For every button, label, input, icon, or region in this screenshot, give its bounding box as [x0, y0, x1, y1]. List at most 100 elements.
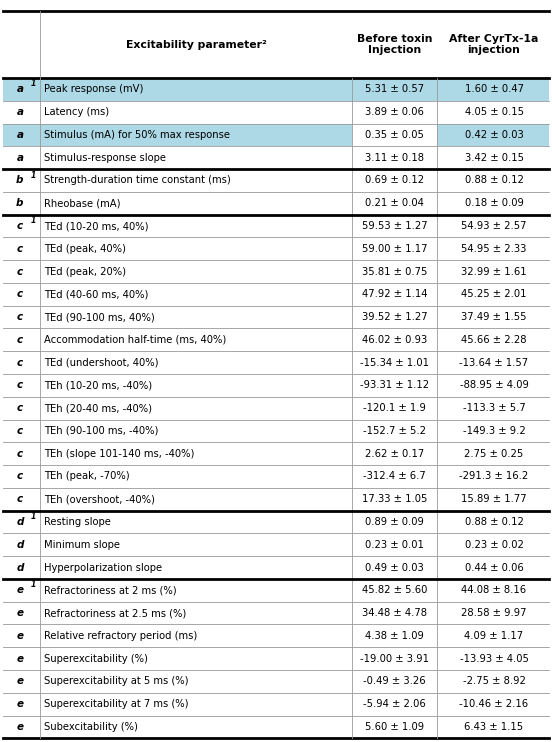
Text: d: d	[16, 539, 24, 550]
Text: Excitability parameter²: Excitability parameter²	[125, 39, 267, 50]
Text: -149.3 ± 9.2: -149.3 ± 9.2	[463, 426, 526, 436]
Text: Accommodation half-time (ms, 40%): Accommodation half-time (ms, 40%)	[44, 335, 226, 345]
Text: -312.4 ± 6.7: -312.4 ± 6.7	[363, 471, 426, 482]
Text: c: c	[17, 221, 23, 231]
Text: 1: 1	[31, 580, 36, 589]
Text: TEh (overshoot, -40%): TEh (overshoot, -40%)	[44, 494, 155, 505]
Text: 3.42 ± 0.15: 3.42 ± 0.15	[465, 153, 523, 162]
Text: 44.08 ± 8.16: 44.08 ± 8.16	[461, 585, 527, 595]
Text: c: c	[17, 244, 23, 254]
Text: Peak response (mV): Peak response (mV)	[44, 85, 144, 94]
Text: Relative refractory period (ms): Relative refractory period (ms)	[44, 631, 198, 641]
Text: 0.44 ± 0.06: 0.44 ± 0.06	[465, 562, 523, 573]
Text: Before toxin
Injection: Before toxin Injection	[357, 34, 432, 56]
Text: 4.09 ± 1.17: 4.09 ± 1.17	[464, 631, 524, 641]
Text: 35.81 ± 0.75: 35.81 ± 0.75	[362, 266, 427, 277]
Bar	[3, 124, 352, 146]
Text: 45.66 ± 2.28: 45.66 ± 2.28	[461, 335, 527, 345]
Text: Latency (ms): Latency (ms)	[44, 107, 109, 117]
Text: c: c	[17, 449, 23, 459]
Text: -19.00 ± 3.91: -19.00 ± 3.91	[360, 654, 429, 663]
Text: TEh (20-40 ms, -40%): TEh (20-40 ms, -40%)	[44, 403, 152, 413]
Text: Hyperpolarization slope: Hyperpolarization slope	[44, 562, 162, 573]
Text: 0.88 ± 0.12: 0.88 ± 0.12	[465, 176, 523, 186]
Text: -113.3 ± 5.7: -113.3 ± 5.7	[463, 403, 526, 413]
Text: d: d	[16, 517, 24, 527]
Text: 3.11 ± 0.18: 3.11 ± 0.18	[365, 153, 424, 162]
Text: e: e	[17, 608, 23, 618]
Text: -152.7 ± 5.2: -152.7 ± 5.2	[363, 426, 426, 436]
Text: Resting slope: Resting slope	[44, 517, 111, 527]
Text: 6.43 ± 1.15: 6.43 ± 1.15	[464, 722, 524, 732]
Text: 4.38 ± 1.09: 4.38 ± 1.09	[365, 631, 424, 641]
Text: After CyrTx-1a
injection: After CyrTx-1a injection	[449, 34, 539, 56]
Text: -88.95 ± 4.09: -88.95 ± 4.09	[460, 381, 528, 390]
Text: e: e	[17, 654, 23, 663]
Text: -5.94 ± 2.06: -5.94 ± 2.06	[363, 699, 426, 709]
Text: 17.33 ± 1.05: 17.33 ± 1.05	[362, 494, 427, 505]
Text: Superexcitability at 7 ms (%): Superexcitability at 7 ms (%)	[44, 699, 189, 709]
Text: Minimum slope: Minimum slope	[44, 539, 120, 550]
Text: TEd (40-60 ms, 40%): TEd (40-60 ms, 40%)	[44, 289, 148, 299]
Text: -15.34 ± 1.01: -15.34 ± 1.01	[360, 358, 429, 367]
Text: 1: 1	[31, 216, 36, 225]
Text: c: c	[17, 403, 23, 413]
Text: Subexcitability (%): Subexcitability (%)	[44, 722, 138, 732]
Text: 1: 1	[31, 171, 36, 180]
Text: 59.00 ± 1.17: 59.00 ± 1.17	[362, 244, 427, 254]
Text: 1: 1	[31, 79, 36, 88]
Text: 34.48 ± 4.78: 34.48 ± 4.78	[362, 608, 427, 618]
Text: 47.92 ± 1.14: 47.92 ± 1.14	[362, 289, 427, 299]
Text: a: a	[17, 85, 23, 94]
Text: 4.05 ± 0.15: 4.05 ± 0.15	[465, 107, 523, 117]
Text: Strength-duration time constant (ms): Strength-duration time constant (ms)	[44, 176, 231, 186]
Text: -291.3 ± 16.2: -291.3 ± 16.2	[459, 471, 529, 482]
Text: c: c	[17, 426, 23, 436]
Text: 39.52 ± 1.27: 39.52 ± 1.27	[362, 312, 427, 322]
Text: TEh (peak, -70%): TEh (peak, -70%)	[44, 471, 130, 482]
Text: Superexcitability at 5 ms (%): Superexcitability at 5 ms (%)	[44, 677, 189, 686]
Text: c: c	[17, 312, 23, 322]
Text: 0.21 ± 0.04: 0.21 ± 0.04	[365, 198, 424, 209]
Text: 2.75 ± 0.25: 2.75 ± 0.25	[464, 449, 524, 459]
Text: TEd (peak, 20%): TEd (peak, 20%)	[44, 266, 126, 277]
Text: Stimulus-response slope: Stimulus-response slope	[44, 153, 166, 162]
Text: c: c	[17, 494, 23, 505]
Text: Rheobase (mA): Rheobase (mA)	[44, 198, 121, 209]
Text: 32.99 ± 1.61: 32.99 ± 1.61	[461, 266, 527, 277]
Text: b: b	[16, 176, 24, 186]
Text: 0.69 ± 0.12: 0.69 ± 0.12	[365, 176, 424, 186]
Text: 46.02 ± 0.93: 46.02 ± 0.93	[362, 335, 427, 345]
Text: TEd (undershoot, 40%): TEd (undershoot, 40%)	[44, 358, 158, 367]
Text: -10.46 ± 2.16: -10.46 ± 2.16	[459, 699, 529, 709]
Text: -0.49 ± 3.26: -0.49 ± 3.26	[363, 677, 426, 686]
Text: 0.42 ± 0.03: 0.42 ± 0.03	[465, 130, 523, 140]
Text: Refractoriness at 2.5 ms (%): Refractoriness at 2.5 ms (%)	[44, 608, 187, 618]
Text: 0.23 ± 0.02: 0.23 ± 0.02	[465, 539, 523, 550]
Bar	[3, 78, 549, 101]
Text: a: a	[17, 130, 23, 140]
Text: a: a	[17, 107, 23, 117]
Bar	[437, 124, 549, 146]
Text: 0.49 ± 0.03: 0.49 ± 0.03	[365, 562, 424, 573]
Text: 0.35 ± 0.05: 0.35 ± 0.05	[365, 130, 424, 140]
Text: 3.89 ± 0.06: 3.89 ± 0.06	[365, 107, 424, 117]
Text: TEd (10-20 ms, 40%): TEd (10-20 ms, 40%)	[44, 221, 148, 231]
Text: d: d	[16, 562, 24, 573]
Text: 15.89 ± 1.77: 15.89 ± 1.77	[461, 494, 527, 505]
Text: 2.62 ± 0.17: 2.62 ± 0.17	[365, 449, 424, 459]
Text: e: e	[17, 722, 23, 732]
Text: TEd (90-100 ms, 40%): TEd (90-100 ms, 40%)	[44, 312, 155, 322]
Text: c: c	[17, 381, 23, 390]
Text: 45.82 ± 5.60: 45.82 ± 5.60	[362, 585, 427, 595]
Text: 5.60 ± 1.09: 5.60 ± 1.09	[365, 722, 424, 732]
Text: c: c	[17, 335, 23, 345]
Text: 54.93 ± 2.57: 54.93 ± 2.57	[461, 221, 527, 231]
Text: 1: 1	[31, 512, 36, 521]
Text: -93.31 ± 1.12: -93.31 ± 1.12	[360, 381, 429, 390]
Text: TEd (peak, 40%): TEd (peak, 40%)	[44, 244, 126, 254]
Text: 0.18 ± 0.09: 0.18 ± 0.09	[465, 198, 523, 209]
Text: 54.95 ± 2.33: 54.95 ± 2.33	[461, 244, 527, 254]
Text: 59.53 ± 1.27: 59.53 ± 1.27	[362, 221, 427, 231]
Text: 0.89 ± 0.09: 0.89 ± 0.09	[365, 517, 424, 527]
